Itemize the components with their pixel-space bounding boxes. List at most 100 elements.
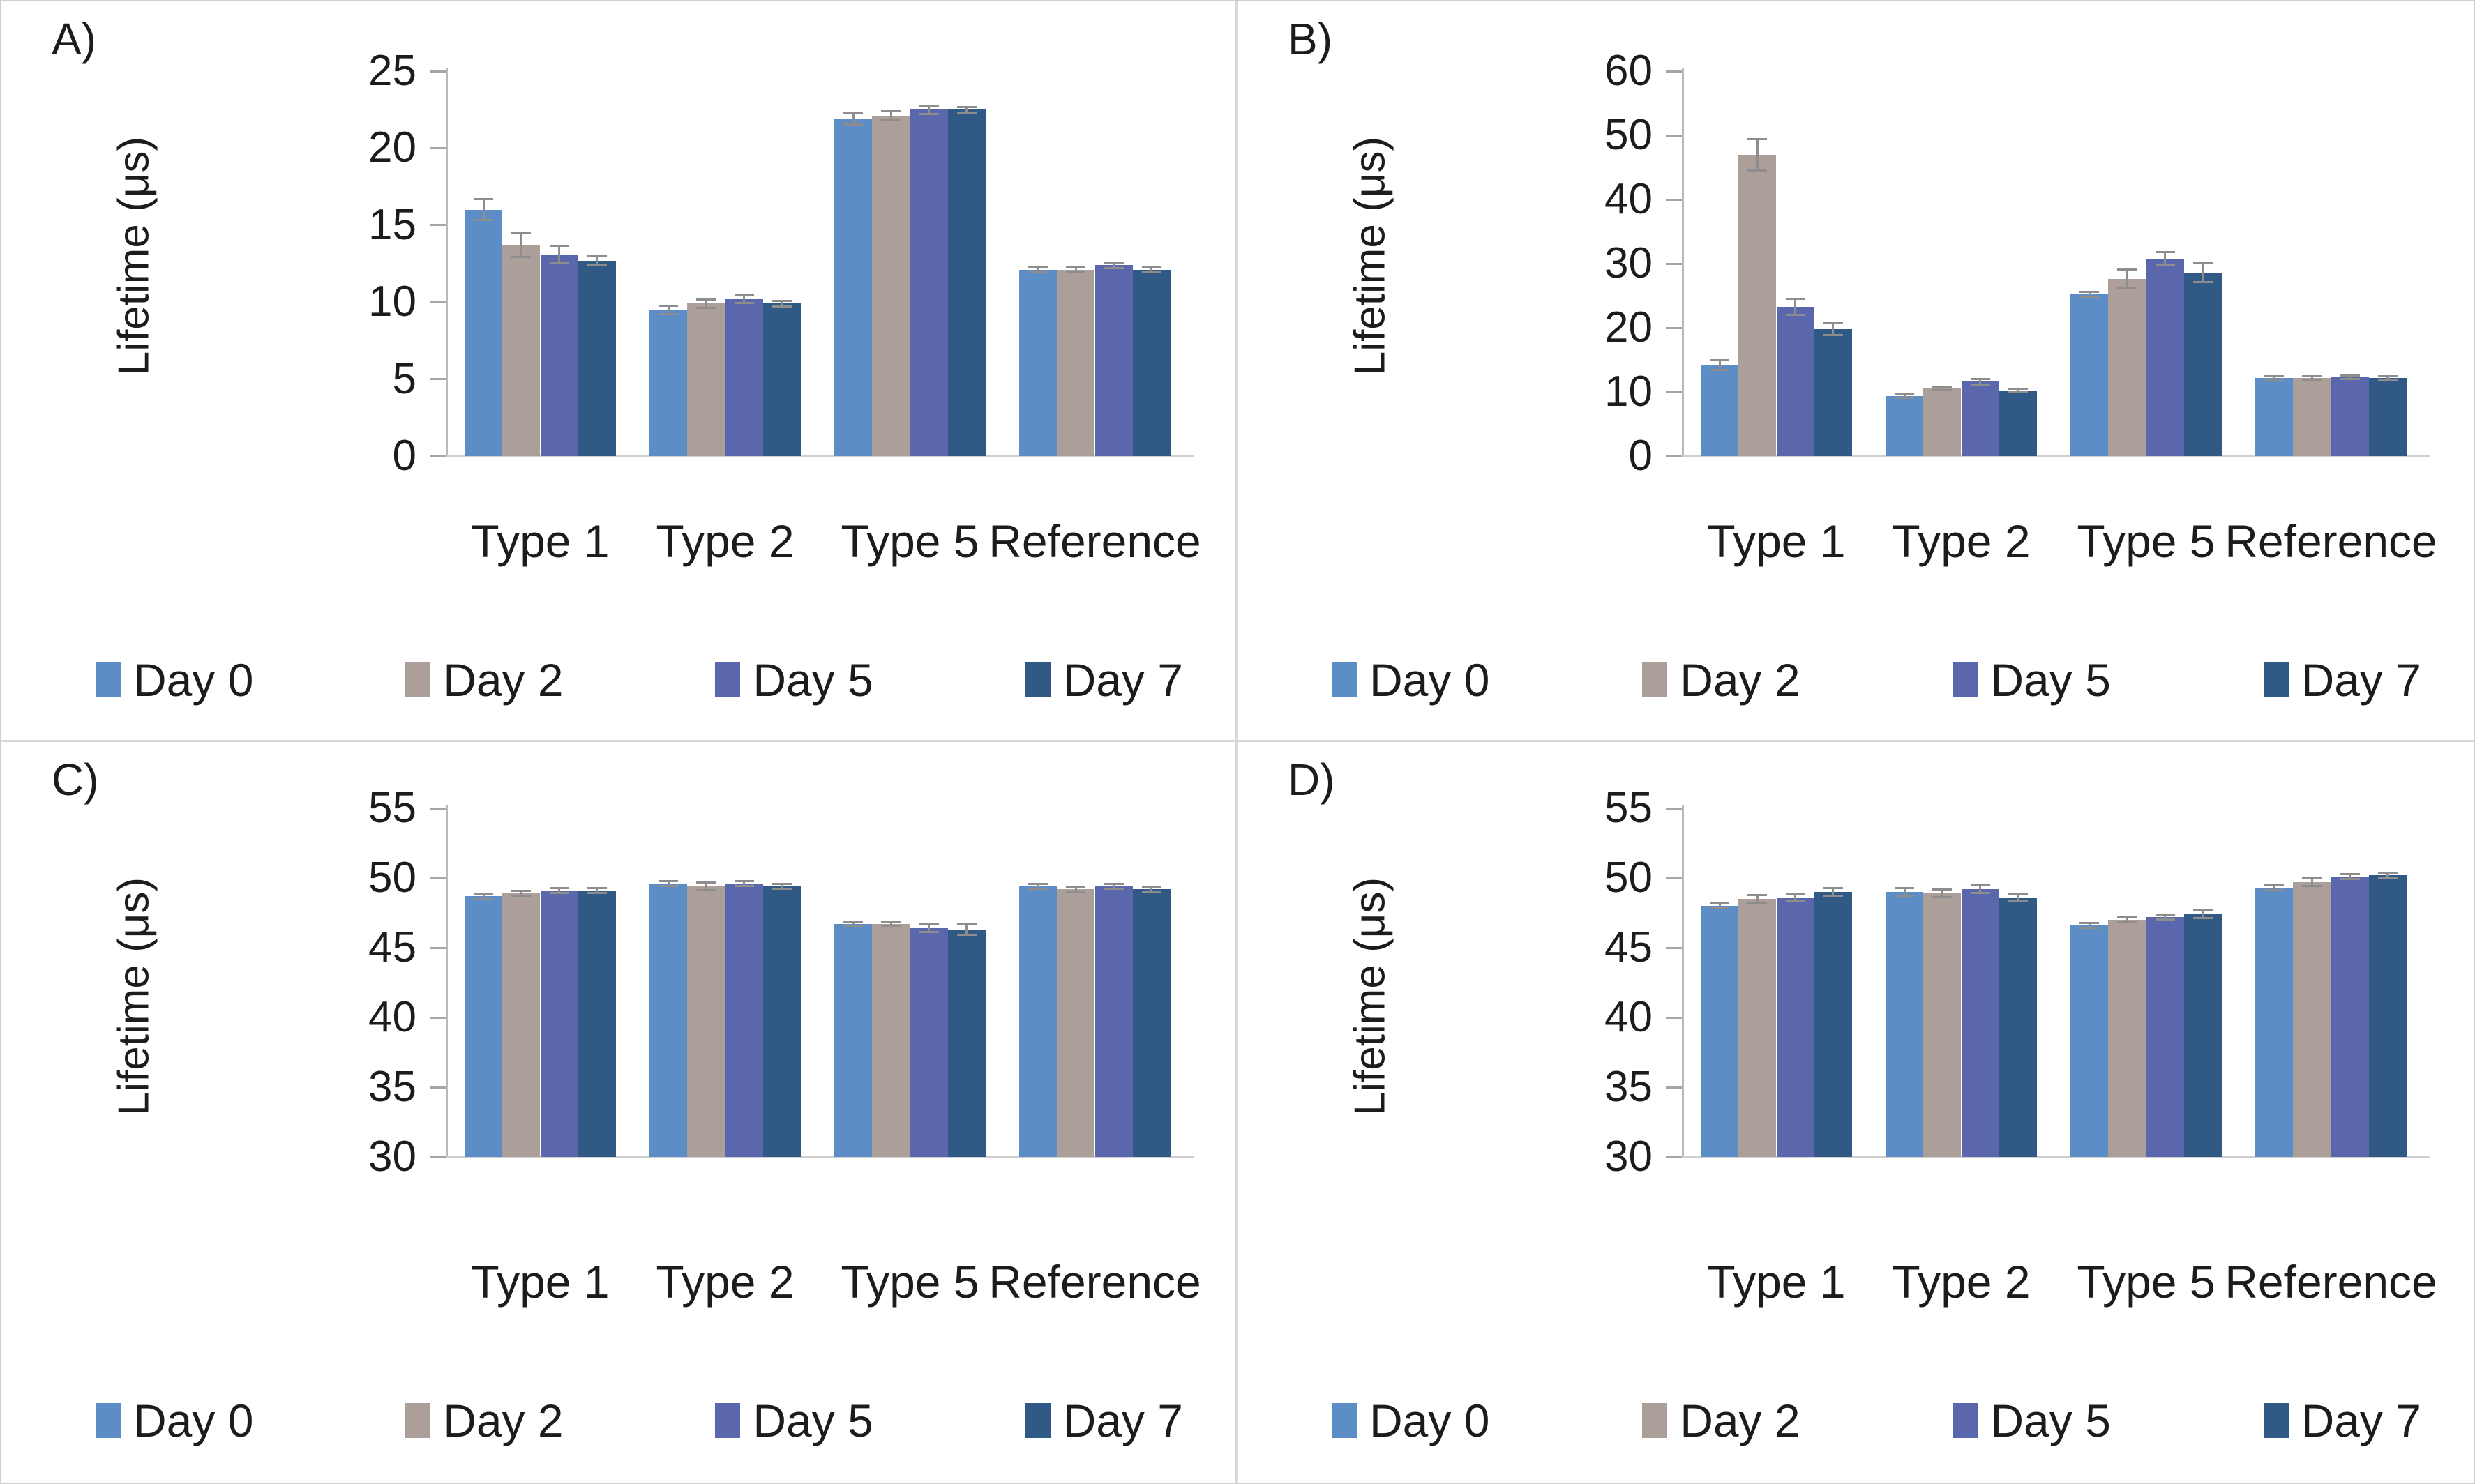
y-axis-line: [446, 68, 448, 456]
legend-item: Day 0: [96, 657, 253, 703]
error-bar-cap: [659, 885, 678, 887]
error-bar-cap: [2155, 914, 2175, 916]
bar: [725, 298, 763, 456]
x-category-label: Reference: [988, 515, 1201, 567]
y-tick-label: 25: [368, 47, 416, 95]
error-bar-cap: [1066, 886, 1086, 888]
y-tick-label: 50: [1604, 111, 1653, 159]
y-axis-line: [1682, 68, 1684, 456]
y-axis-title: Lifetime (μs): [110, 877, 158, 1116]
error-bar-cap: [843, 925, 863, 927]
legend: Day 0 Day 2 Day 5 Day 7: [96, 646, 1183, 713]
bar: [1700, 365, 1739, 456]
x-category-label: Type 5: [841, 515, 979, 567]
error-bar-line: [482, 199, 485, 221]
y-tick-label: 20: [1604, 303, 1653, 351]
error-bar-line: [928, 105, 931, 114]
legend-item: Day 5: [715, 1398, 873, 1444]
error-bar-line: [2386, 376, 2389, 380]
bar: [649, 310, 688, 456]
bar: [578, 891, 617, 1157]
y-tick-mark: [430, 1086, 446, 1089]
y-tick-label: 30: [368, 1133, 416, 1181]
error-bar-line: [520, 232, 522, 258]
error-bar-line: [1037, 884, 1039, 889]
bar: [2368, 875, 2407, 1157]
panel-C: C) Lifetime (μs) 30 35 40 45 50 55 Type 1 Type…: [1, 742, 1238, 1483]
error-bar-line: [1718, 903, 1721, 909]
legend-label: Day 5: [753, 1394, 873, 1446]
error-bar-cap: [881, 925, 901, 927]
error-bar-line: [2017, 388, 2019, 393]
y-tick-label: 10: [368, 278, 416, 326]
y-tick-mark: [1666, 262, 1682, 265]
legend-swatch: [1642, 662, 1668, 697]
y-tick-mark: [430, 1016, 446, 1019]
bar: [1961, 381, 1999, 456]
error-bar-cap: [2117, 287, 2137, 289]
legend-swatch: [1953, 1402, 1978, 1438]
bar: [947, 930, 986, 1157]
bar: [762, 886, 802, 1157]
error-bar-cap: [1710, 907, 1729, 909]
error-bar-cap: [2377, 872, 2398, 874]
x-category-label: Type 1: [1707, 1256, 1846, 1308]
error-bar-line: [1113, 262, 1115, 268]
legend-swatch: [1953, 662, 1978, 697]
bar: [1738, 899, 1777, 1157]
error-bar-cap: [1895, 392, 1914, 395]
bar: [910, 109, 948, 456]
error-bar-cap: [1970, 892, 1990, 894]
bar: [2183, 914, 2222, 1157]
bar: [872, 116, 910, 456]
error-bar-cap: [2008, 388, 2028, 391]
error-bar-line: [1832, 888, 1835, 896]
error-bar-cap: [1895, 887, 1914, 889]
error-bar-cap: [2377, 378, 2398, 381]
error-bar-line: [2017, 893, 2019, 902]
error-bar-cap: [1970, 383, 1990, 386]
error-bar-cap: [2302, 378, 2322, 381]
legend-label: Day 2: [1680, 653, 1800, 706]
legend-swatch: [1332, 1402, 1357, 1438]
legend-swatch: [715, 662, 741, 697]
x-category-label: Type 2: [656, 515, 795, 567]
bar: [540, 891, 578, 1157]
error-bar-line: [781, 301, 783, 307]
error-bar-line: [558, 888, 561, 893]
panel-letter: C): [52, 755, 99, 805]
bar: [1885, 395, 1924, 456]
error-bar-cap: [2008, 391, 2028, 393]
error-bar-cap: [1028, 883, 1048, 885]
error-bar-cap: [1785, 900, 1805, 902]
error-bar-cap: [2192, 262, 2213, 265]
error-bar-line: [1941, 386, 1943, 391]
error-bar-cap: [1104, 261, 1124, 264]
y-tick-mark: [1666, 946, 1682, 949]
error-bar-cap: [1823, 887, 1843, 889]
error-bar-cap: [1710, 359, 1729, 362]
bar: [540, 254, 578, 456]
bar: [1885, 892, 1924, 1157]
error-bar-line: [667, 881, 670, 886]
error-bar-cap: [659, 312, 678, 315]
y-tick-label: 0: [1628, 432, 1653, 480]
legend-label: Day 7: [2301, 1394, 2421, 1446]
error-bar-line: [965, 106, 968, 113]
error-bar-cap: [1823, 895, 1843, 897]
error-bar-cap: [1932, 386, 1953, 388]
error-bar-line: [520, 891, 522, 896]
bar: [502, 245, 541, 456]
legend-item: Day 5: [715, 657, 873, 703]
error-bar-cap: [587, 255, 607, 257]
error-bar-line: [2310, 878, 2313, 886]
bar: [1132, 269, 1171, 456]
error-bar-cap: [919, 923, 939, 925]
error-bar-cap: [919, 104, 939, 107]
legend-swatch: [96, 662, 121, 697]
error-bar-cap: [511, 232, 532, 234]
error-bar-cap: [474, 198, 493, 201]
error-bar-cap: [2008, 900, 2028, 902]
y-tick-mark: [1666, 807, 1682, 810]
y-axis-line: [446, 805, 448, 1157]
